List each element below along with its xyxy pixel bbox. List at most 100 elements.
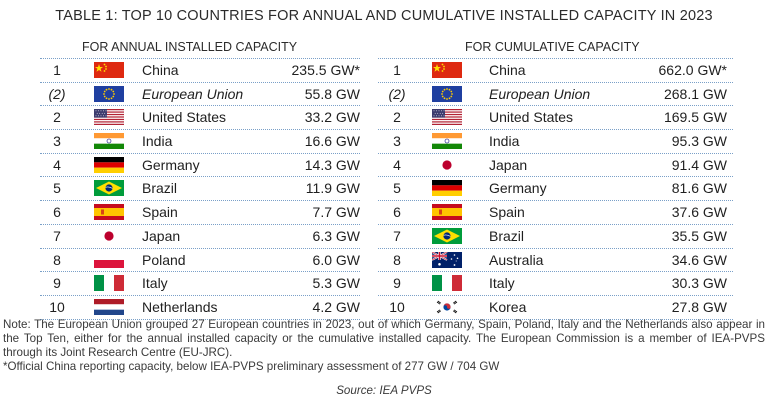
country-cell: China — [142, 62, 179, 78]
japan-flag-icon — [94, 227, 124, 244]
capacity-cell: 6.0 GW — [312, 251, 360, 268]
capacity-cell: 4.2 GW — [312, 298, 360, 315]
country-cell: United States — [142, 109, 227, 126]
table-row: 3 India 95.3 GW — [378, 130, 733, 154]
country-cell: China — [489, 62, 526, 78]
country-cell: India — [489, 133, 520, 150]
capacity-cell: 5.3 GW — [312, 275, 360, 292]
rank-cell: (2) — [48, 85, 66, 102]
country-cell: Italy — [142, 275, 168, 292]
capacity-cell: 91.4 GW — [671, 156, 727, 173]
usa-flag-icon — [432, 109, 462, 126]
country-cell: Brazil — [489, 227, 525, 244]
table-row: 1 China 662.0 GW* — [378, 59, 733, 83]
korea-flag-icon — [432, 298, 462, 315]
table-row: 4 Germany 14.3 GW — [40, 154, 360, 178]
rank-cell: 6 — [53, 204, 61, 221]
table-row: 2 United States 169.5 GW — [378, 106, 733, 131]
table-row: 10 Korea 27.8 GW — [378, 296, 733, 320]
annual-subtitle: FOR ANNUAL INSTALLED CAPACITY — [40, 36, 360, 59]
capacity-cell: 662.0 GW* — [658, 62, 727, 78]
country-cell: European Union — [142, 85, 244, 102]
note-text: Note: The European Union grouped 27 Euro… — [3, 318, 765, 359]
rank-cell: 7 — [393, 227, 401, 244]
capacity-cell: 33.2 GW — [304, 109, 360, 126]
germany-flag-icon — [94, 156, 124, 173]
table-title: TABLE 1: TOP 10 COUNTRIES FOR ANNUAL AND… — [55, 8, 713, 24]
rank-cell: 6 — [393, 204, 401, 221]
country-cell: Spain — [489, 204, 525, 221]
capacity-cell: 268.1 GW — [663, 85, 727, 102]
spain-flag-icon — [432, 204, 462, 221]
capacity-cell: 34.6 GW — [671, 251, 727, 268]
country-cell: Korea — [489, 298, 527, 315]
rank-cell: 4 — [53, 156, 61, 173]
table-row: 5 Brazil 11.9 GW — [40, 177, 360, 202]
australia-flag-icon — [432, 251, 462, 268]
poland-flag-icon — [94, 251, 124, 268]
capacity-cell: 35.5 GW — [671, 227, 727, 244]
cumulative-subtitle: FOR CUMULATIVE CAPACITY — [378, 36, 733, 59]
country-cell: Poland — [142, 251, 186, 268]
table-row: 6 Spain 37.6 GW — [378, 201, 733, 225]
country-cell: Japan — [489, 156, 528, 173]
capacity-cell: 7.7 GW — [312, 204, 360, 221]
china-flag-icon — [432, 62, 462, 78]
country-cell: Spain — [142, 204, 178, 221]
table-row: 8 Australia 34.6 GW — [378, 249, 733, 273]
rank-cell: 10 — [49, 298, 65, 315]
usa-flag-icon — [94, 109, 124, 126]
capacity-cell: 169.5 GW — [663, 109, 727, 126]
capacity-cell: 14.3 GW — [304, 156, 360, 173]
rank-cell: 9 — [53, 275, 61, 292]
table-row: 9 Italy 5.3 GW — [40, 272, 360, 296]
country-cell: Germany — [142, 156, 200, 173]
table-row: 6 Spain 7.7 GW — [40, 201, 360, 225]
capacity-cell: 6.3 GW — [312, 227, 360, 244]
rank-cell: 9 — [393, 275, 401, 292]
country-cell: European Union — [489, 85, 591, 102]
rank-cell: 2 — [53, 109, 61, 126]
brazil-flag-icon — [432, 227, 462, 244]
italy-flag-icon — [94, 275, 124, 292]
annual-capacity-table: FOR ANNUAL INSTALLED CAPACITY 1 China 235.… — [40, 36, 360, 320]
china-flag-icon — [94, 62, 124, 78]
capacity-cell: 235.5 GW* — [291, 62, 360, 78]
india-flag-icon — [94, 133, 124, 150]
country-cell: Australia — [489, 251, 544, 268]
table-row: 3 India 16.6 GW — [40, 130, 360, 154]
table-row: 1 China 235.5 GW* — [40, 59, 360, 83]
rank-cell: 4 — [393, 156, 401, 173]
rank-cell: (2) — [388, 85, 406, 102]
country-cell: India — [142, 133, 173, 150]
table-note: Note: The European Union grouped 27 Euro… — [3, 318, 765, 374]
eu-flag-icon — [94, 85, 124, 102]
brazil-flag-icon — [94, 180, 124, 197]
rank-cell: 5 — [393, 180, 401, 197]
germany-flag-icon — [432, 180, 462, 197]
rank-cell: 3 — [393, 133, 401, 150]
capacity-cell: 55.8 GW — [304, 85, 360, 102]
table-row: 9 Italy 30.3 GW — [378, 272, 733, 296]
rank-cell: 8 — [53, 251, 61, 268]
footnote-text: *Official China reporting capacity, belo… — [3, 360, 500, 373]
rank-cell: 5 — [53, 180, 61, 197]
table-row: (2) European Union 268.1 GW — [378, 83, 733, 107]
rank-cell: 1 — [393, 62, 401, 78]
india-flag-icon — [432, 133, 462, 150]
spain-flag-icon — [94, 204, 124, 221]
capacity-cell: 27.8 GW — [671, 298, 727, 315]
country-cell: Japan — [142, 227, 181, 244]
japan-flag-icon — [432, 156, 462, 173]
country-cell: United States — [489, 109, 574, 126]
rank-cell: 8 — [393, 251, 401, 268]
italy-flag-icon — [432, 275, 462, 292]
rank-cell: 2 — [393, 109, 401, 126]
capacity-cell: 81.6 GW — [671, 180, 727, 197]
table-row: 5 Germany 81.6 GW — [378, 177, 733, 202]
eu-flag-icon — [432, 85, 462, 102]
capacity-cell: 37.6 GW — [671, 204, 727, 221]
netherlands-flag-icon — [94, 298, 124, 315]
capacity-cell: 30.3 GW — [671, 275, 727, 292]
source-credit: Source: IEA PVPS — [336, 384, 432, 397]
